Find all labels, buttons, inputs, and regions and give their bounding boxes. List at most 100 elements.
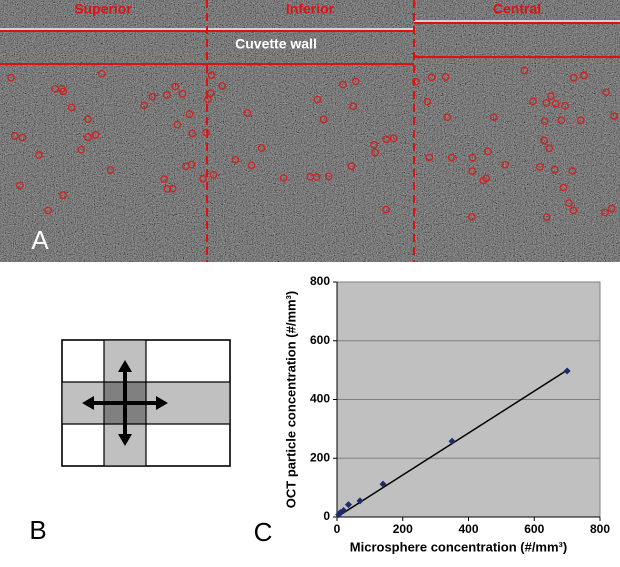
x-tick-label: 200 (393, 522, 413, 536)
particle-marker (324, 172, 333, 181)
y-tick-label: 600 (310, 333, 330, 347)
particle-marker (607, 204, 616, 213)
particle-marker (542, 99, 551, 107)
particle-marker (468, 213, 476, 221)
particle-marker (389, 134, 398, 143)
particle-marker (382, 135, 390, 144)
particle-marker (551, 99, 560, 108)
particle-marker (561, 101, 569, 110)
particle-marker (218, 82, 227, 90)
data-point (563, 367, 571, 375)
particle-marker (540, 136, 548, 145)
x-tick-label: 800 (590, 522, 610, 536)
particle-marker (412, 77, 420, 86)
particle-marker (423, 97, 432, 106)
particle-marker (106, 166, 115, 174)
particle-marker (188, 129, 197, 138)
particle-marker (279, 174, 288, 182)
particle-marker (559, 183, 568, 192)
chart: C 0 200 400 600 800 0 200 400 600 800 Microsphere … (254, 274, 611, 554)
data-point (448, 437, 456, 445)
particle-marker (351, 77, 360, 86)
particle-marker (148, 92, 157, 101)
particle-marker (610, 112, 618, 120)
particle-marker (231, 155, 240, 164)
particle-marker (484, 147, 492, 156)
x-tick-label: 600 (524, 522, 544, 536)
particle-marker (206, 89, 215, 97)
wall-reflection (414, 20, 620, 23)
particle-marker (382, 205, 390, 214)
particle-marker (441, 73, 450, 81)
particle-marker (550, 165, 559, 174)
particle-marker (443, 113, 452, 122)
particle-marker (163, 91, 171, 99)
particle-marker (576, 116, 585, 125)
particle-marker (468, 153, 477, 162)
particle-marker (171, 82, 180, 91)
particle-marker (540, 117, 549, 126)
particle-marker (84, 133, 92, 142)
particle-marker (339, 80, 347, 89)
kernel-diagram: B (29, 339, 231, 545)
arrowheads (82, 360, 168, 446)
particle-marker (91, 131, 100, 139)
region-label: Superior (74, 1, 132, 17)
particle-marker (520, 66, 529, 75)
particle-marker (67, 103, 76, 112)
y-tick-label: 0 (323, 509, 330, 523)
particle-marker (15, 181, 24, 190)
particle-marker (178, 90, 187, 98)
annotation: Cuvette wall (235, 36, 317, 52)
particle-marker (247, 161, 256, 170)
particle-marker (490, 113, 498, 122)
x-axis-label: Microsphere concentration (#/mm³) (350, 539, 567, 554)
y-axis-label: OCT particle concentration (#/mm³) (283, 291, 298, 508)
particle-marker (319, 115, 328, 124)
particle-marker (160, 175, 168, 183)
data-point (340, 507, 348, 515)
data-point (379, 480, 387, 488)
particle-marker (207, 71, 216, 79)
speckle (0, 0, 620, 262)
particle-marker (601, 208, 609, 217)
particle-marker (568, 167, 577, 175)
particle-marker (535, 162, 544, 171)
particle-marker (529, 97, 537, 106)
particle-marker (59, 191, 67, 199)
particle-marker (10, 132, 19, 140)
y-tick-label: 200 (310, 450, 330, 464)
x-tick-label: 0 (334, 522, 341, 536)
particle-marker (243, 109, 252, 117)
particle-marker (7, 73, 15, 82)
particle-marker (202, 128, 210, 137)
oct-image: Superior Inferior Central Cuvette wall A (0, 0, 620, 262)
particle-marker (306, 172, 315, 181)
particle-marker (371, 148, 380, 157)
data-point (356, 497, 364, 505)
particle-marker (427, 73, 436, 82)
particle-marker (182, 162, 190, 171)
panel-label: B (29, 515, 46, 545)
particle-marker (77, 145, 86, 154)
particle-marker (542, 213, 551, 221)
particle-marker (98, 69, 106, 78)
particle-marker (204, 95, 212, 104)
particle-marker (84, 115, 92, 124)
particle-marker (557, 116, 566, 125)
particle-marker (501, 160, 509, 169)
particle-marker (168, 184, 177, 193)
particle-marker (370, 140, 378, 149)
particle-marker (173, 120, 182, 129)
particle-marker (569, 206, 578, 215)
particle-marker (199, 174, 207, 183)
particle-marker (547, 92, 555, 101)
particle-marker (482, 174, 490, 183)
x-tick-label: 400 (458, 522, 478, 536)
particle-marker (425, 153, 434, 162)
particle-marker (580, 71, 588, 80)
particle-marker (185, 110, 194, 119)
particle-marker (257, 144, 266, 152)
particle-marker (51, 84, 59, 93)
